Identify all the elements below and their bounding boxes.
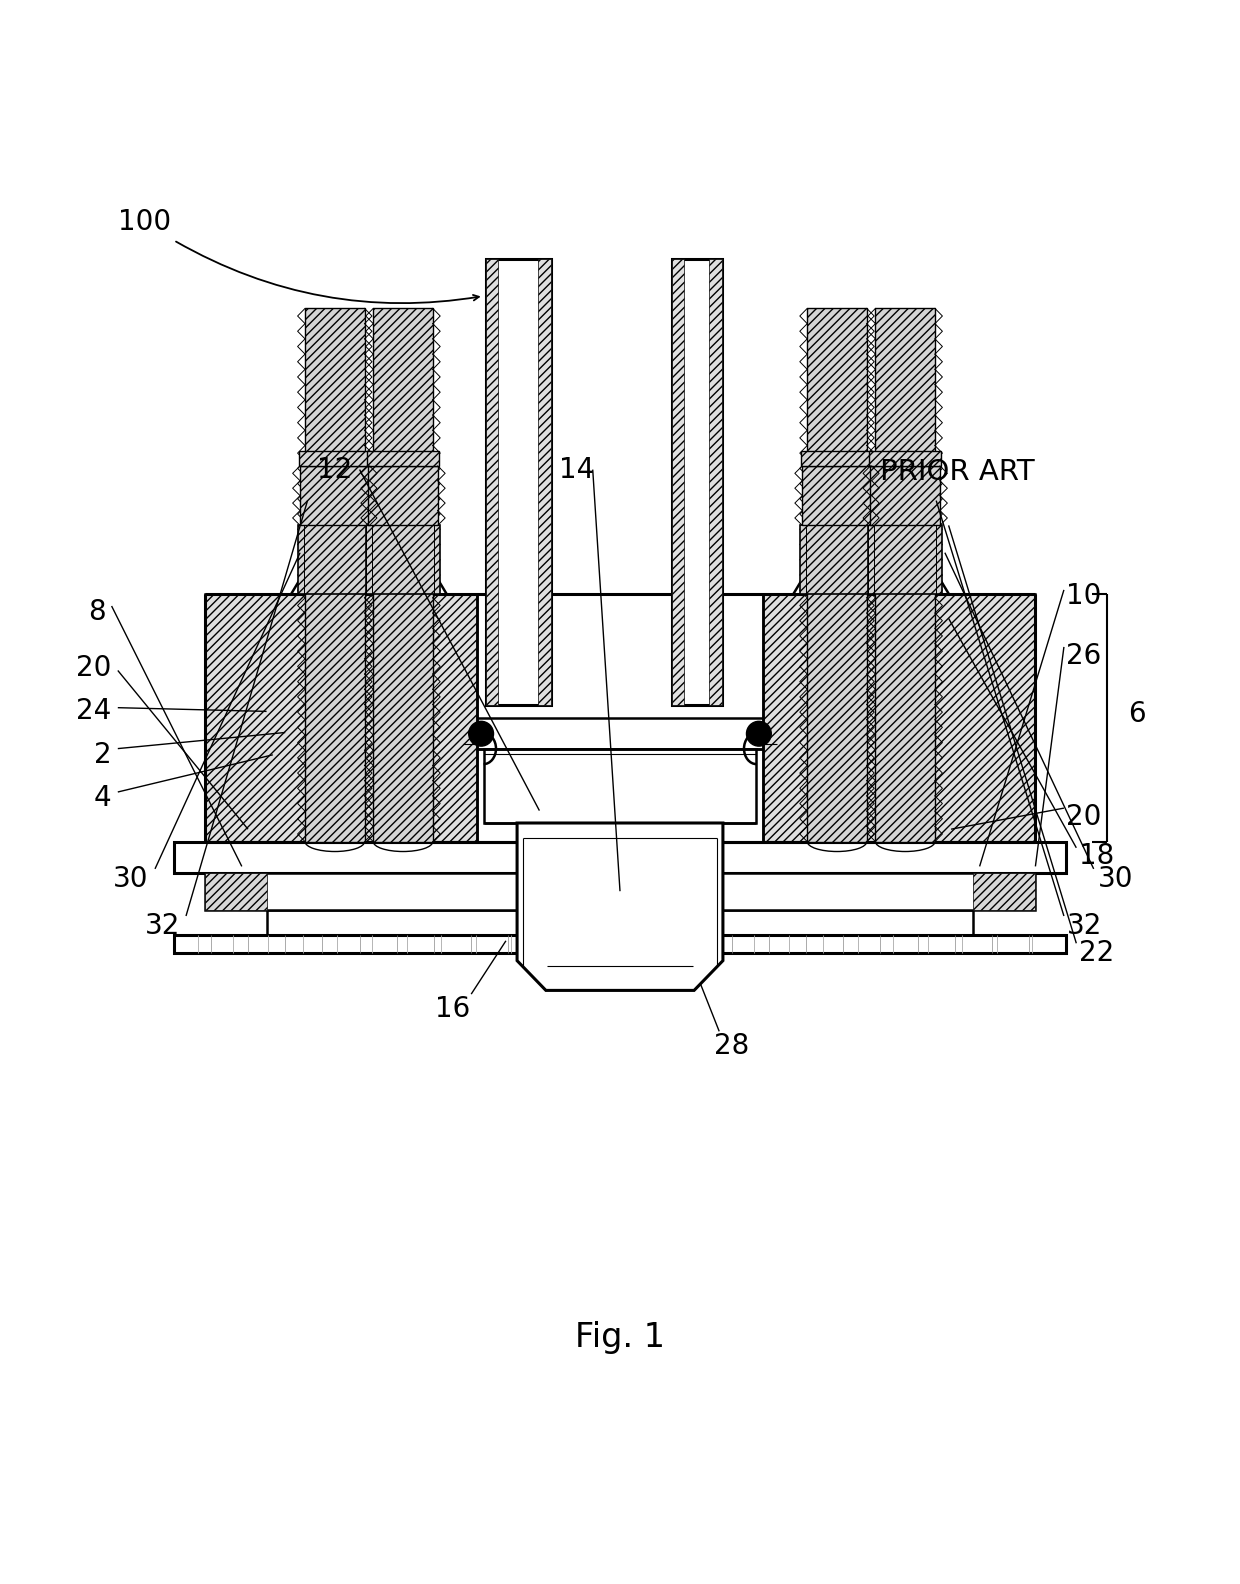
Bar xyxy=(486,258,551,705)
Bar xyxy=(299,451,371,466)
Text: PRIOR ART: PRIOR ART xyxy=(880,458,1035,486)
Bar xyxy=(868,526,942,594)
Bar xyxy=(367,451,439,466)
Text: 4: 4 xyxy=(94,784,112,813)
Text: 20: 20 xyxy=(76,654,112,683)
Text: 14: 14 xyxy=(559,456,594,483)
Text: 2: 2 xyxy=(94,741,112,768)
Bar xyxy=(267,909,973,935)
Text: 28: 28 xyxy=(714,1033,749,1060)
Bar xyxy=(305,309,365,841)
Text: 30: 30 xyxy=(113,865,149,893)
Bar xyxy=(672,258,684,705)
Circle shape xyxy=(746,721,771,746)
Bar xyxy=(300,466,370,526)
Bar xyxy=(802,466,872,526)
Bar xyxy=(800,526,874,594)
Bar xyxy=(373,309,433,841)
Text: 12: 12 xyxy=(317,456,352,483)
Text: 100: 100 xyxy=(118,208,171,236)
Text: 20: 20 xyxy=(1066,803,1102,830)
Bar xyxy=(205,873,1035,909)
Text: 32: 32 xyxy=(1066,912,1102,939)
Bar xyxy=(801,451,873,466)
Bar xyxy=(174,935,1066,954)
Text: 30: 30 xyxy=(1097,865,1133,893)
Text: 22: 22 xyxy=(1079,939,1114,968)
Bar xyxy=(366,526,440,594)
Text: 6: 6 xyxy=(1128,700,1146,729)
Text: 18: 18 xyxy=(1079,843,1114,871)
Bar xyxy=(298,526,372,594)
Bar xyxy=(205,873,267,909)
Circle shape xyxy=(469,721,494,746)
Text: 10: 10 xyxy=(1066,581,1102,610)
Text: 8: 8 xyxy=(88,599,105,626)
Bar xyxy=(870,466,940,526)
Bar xyxy=(205,594,477,841)
Bar xyxy=(763,594,1035,841)
Bar xyxy=(869,451,941,466)
Bar xyxy=(486,258,498,705)
Text: 16: 16 xyxy=(435,995,470,1023)
Text: 26: 26 xyxy=(1066,642,1101,670)
Bar xyxy=(875,309,935,841)
Text: 24: 24 xyxy=(77,697,112,725)
Text: 32: 32 xyxy=(144,912,180,939)
Bar xyxy=(484,749,756,824)
Bar xyxy=(709,258,722,705)
Bar xyxy=(174,841,1066,873)
Bar xyxy=(538,258,551,705)
Text: Fig. 1: Fig. 1 xyxy=(575,1321,665,1354)
Bar xyxy=(368,466,438,526)
Bar xyxy=(672,258,722,705)
Polygon shape xyxy=(517,824,723,990)
Bar xyxy=(807,309,867,841)
Bar xyxy=(973,873,1035,909)
